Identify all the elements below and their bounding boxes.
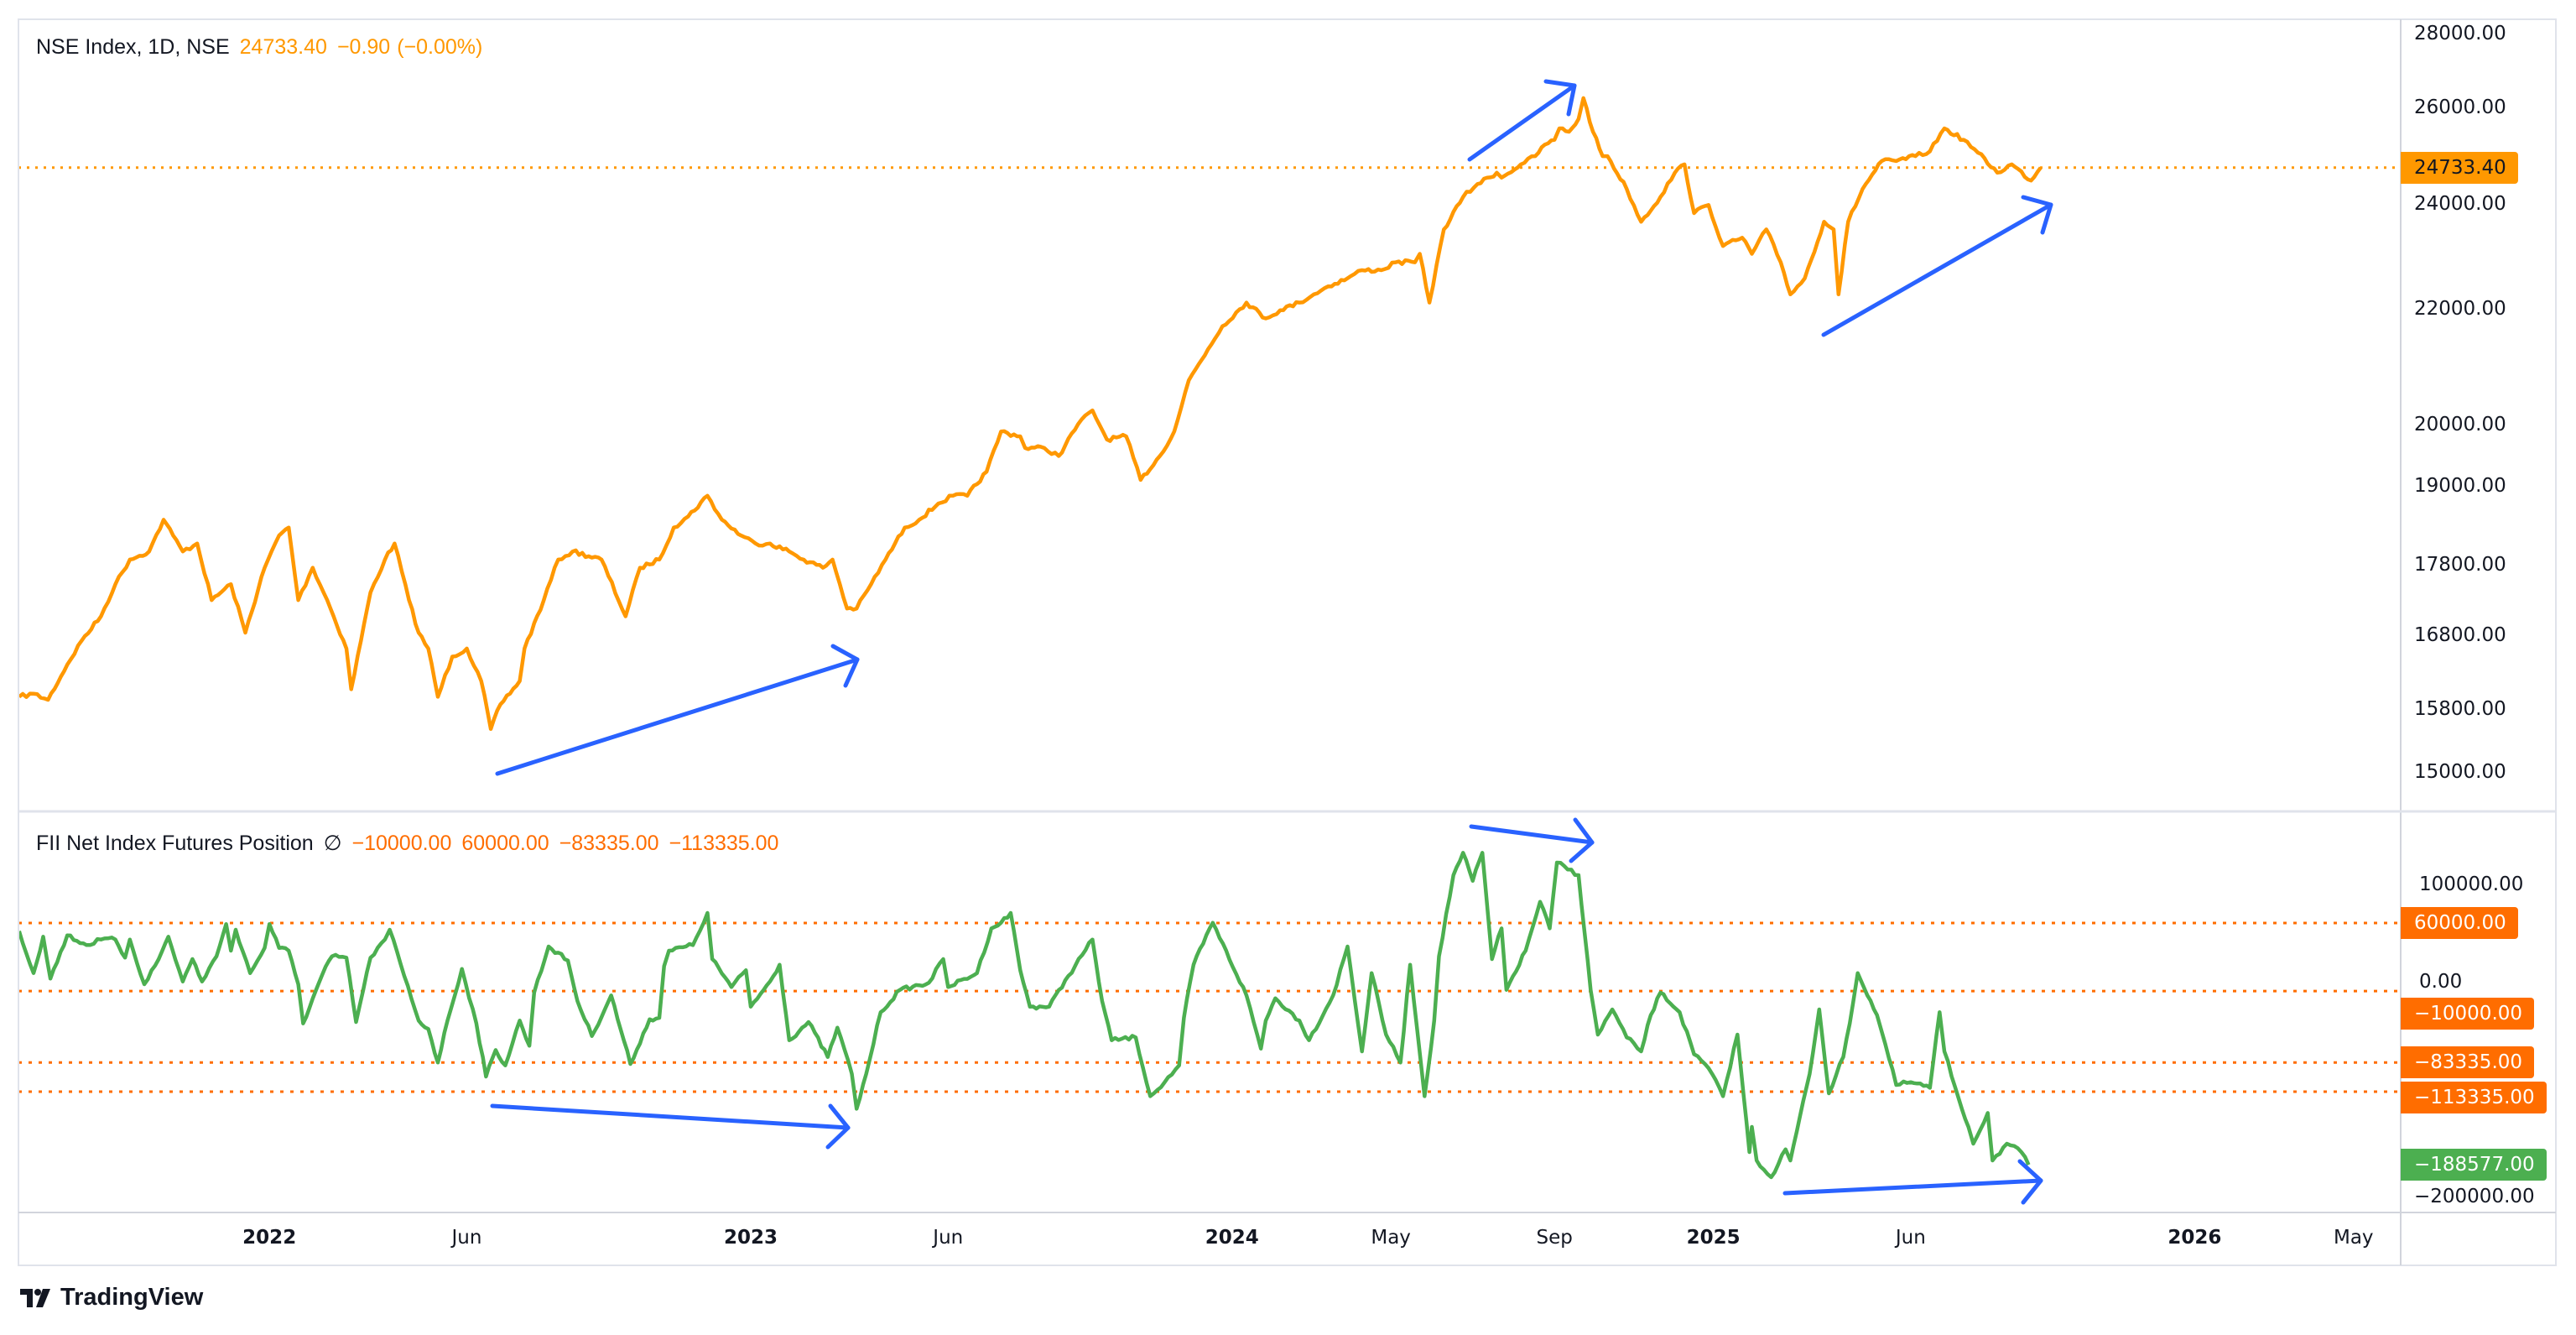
fii-axis-tick: −200000.00 bbox=[2414, 1186, 2535, 1208]
time-axis-tick: 2025 bbox=[1686, 1227, 1741, 1249]
legend-change: −0.90 bbox=[336, 35, 391, 59]
logo-text: TradingView bbox=[60, 1284, 204, 1311]
level-badge: −83335.00 bbox=[2401, 1046, 2535, 1079]
price-axis-tick: 19000.00 bbox=[2414, 475, 2506, 498]
fii-net-position-line[interactable] bbox=[19, 851, 2031, 1180]
price-legend[interactable]: NSE Index, 1D, NSE 24733.40 −0.90 (−0.00… bbox=[36, 35, 482, 60]
price-axis-tick: 22000.00 bbox=[2414, 298, 2506, 321]
time-axis-tick: 2022 bbox=[242, 1227, 297, 1249]
fii-pane[interactable] bbox=[18, 851, 2401, 1180]
price-axis-tick: 15800.00 bbox=[2414, 697, 2506, 720]
time-axis-tick: Jun bbox=[451, 1227, 482, 1249]
price-axis-tick: 17800.00 bbox=[2414, 554, 2506, 576]
legend-change-pct: (−0.00%) bbox=[397, 35, 483, 59]
fii-axis-tick: 100000.00 bbox=[2419, 873, 2524, 895]
hidden-source-icon[interactable]: ∅ bbox=[323, 832, 342, 855]
price-axis-tick: 26000.00 bbox=[2414, 96, 2506, 118]
price-axis-tick: 16800.00 bbox=[2414, 623, 2506, 646]
level-badge: −10000.00 bbox=[2401, 997, 2535, 1030]
arrow-price-2024-peak[interactable] bbox=[1467, 79, 1577, 162]
tradingview-logo-icon bbox=[20, 1288, 50, 1307]
arrow-price-2022-2023[interactable] bbox=[495, 644, 860, 776]
legend-last-price: 24733.40 bbox=[239, 35, 327, 59]
chart-frame bbox=[18, 18, 2557, 1266]
legend-value-2: 60000.00 bbox=[461, 831, 549, 855]
price-axis-tick: 15000.00 bbox=[2414, 760, 2506, 783]
time-axis-tick: Jun bbox=[933, 1227, 964, 1249]
time-axis-tick: Jun bbox=[1895, 1227, 1926, 1249]
arrow-fii-2022-2023[interactable] bbox=[490, 1103, 851, 1150]
time-axis-tick: 2023 bbox=[723, 1227, 778, 1249]
nse-index-line[interactable] bbox=[19, 96, 2043, 732]
price-pane[interactable] bbox=[18, 96, 2401, 732]
fii-axis-tick: 0.00 bbox=[2419, 970, 2463, 993]
time-axis-tick: 2026 bbox=[2167, 1227, 2222, 1249]
time-axis-tick: May bbox=[2333, 1227, 2374, 1249]
trend-arrows[interactable] bbox=[490, 79, 2053, 1205]
time-axis-tick: May bbox=[1371, 1227, 1411, 1249]
arrow-price-2025[interactable] bbox=[1821, 195, 2053, 337]
time-axis-tick: 2024 bbox=[1205, 1227, 1259, 1249]
legend-value-1: −10000.00 bbox=[351, 831, 452, 855]
time-axis-tick: Sep bbox=[1536, 1227, 1573, 1249]
arrow-fii-2024-peak[interactable] bbox=[1469, 817, 1595, 863]
tradingview-logo[interactable]: TradingView bbox=[20, 1284, 203, 1312]
fii-last-value-badge: −188577.00 bbox=[2401, 1149, 2547, 1181]
arrow-fii-2025[interactable] bbox=[1782, 1159, 2043, 1205]
legend-value-3: −83335.00 bbox=[559, 831, 659, 855]
legend-value-4: −113335.00 bbox=[669, 831, 779, 855]
level-badge: 60000.00 bbox=[2401, 907, 2518, 939]
price-axis-tick: 24000.00 bbox=[2414, 193, 2506, 216]
legend-symbol[interactable]: NSE Index, 1D, NSE bbox=[36, 35, 230, 59]
price-axis-tick: 20000.00 bbox=[2414, 413, 2506, 435]
legend-indicator-name[interactable]: FII Net Index Futures Position bbox=[36, 831, 314, 855]
current-price-badge: 24733.40 bbox=[2401, 151, 2518, 184]
level-badge: −113335.00 bbox=[2401, 1082, 2547, 1114]
price-axis-tick: 28000.00 bbox=[2414, 23, 2506, 44]
fii-legend[interactable]: FII Net Index Futures Position ∅ −10000.… bbox=[36, 831, 778, 856]
